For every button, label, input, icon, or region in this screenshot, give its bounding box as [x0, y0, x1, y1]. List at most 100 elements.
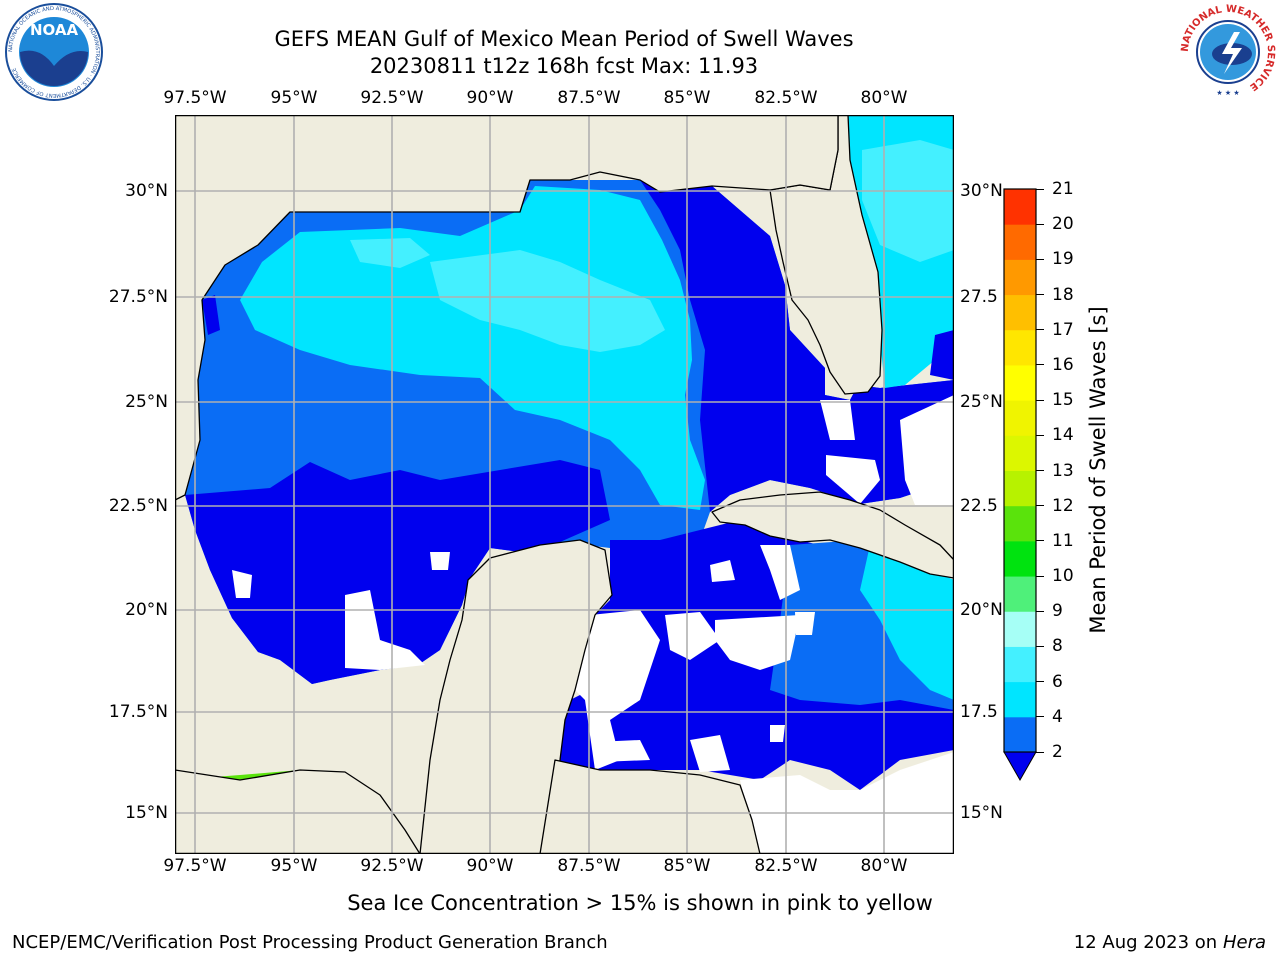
colorbar-segment — [1004, 540, 1036, 577]
colorbar-tick-mark — [1036, 575, 1044, 577]
coastline-north — [175, 115, 839, 501]
lon-tick-bottom: 87.5°W — [557, 856, 621, 876]
lat-tick-right: 15°N — [960, 803, 1003, 823]
colorbar-tick-mark — [1036, 716, 1044, 718]
colorbar-segment — [1004, 435, 1036, 471]
colorbar-tick-mark — [1036, 681, 1044, 683]
lon-tick-top: 87.5°W — [557, 88, 621, 108]
colorbar-tick-mark — [1036, 751, 1044, 753]
lat-tick-left: 15°N — [125, 803, 168, 823]
colorbar-under-triangle — [1003, 751, 1037, 782]
lon-tick-bottom: 95°W — [270, 856, 318, 876]
colorbar-tick-label: 11 — [1052, 530, 1074, 551]
colorbar-segment — [1004, 294, 1036, 331]
colorbar — [1003, 188, 1037, 782]
svg-text:★ ★ ★: ★ ★ ★ — [1216, 89, 1239, 97]
colorbar-tick-mark — [1036, 364, 1044, 366]
swell-period-map — [175, 115, 954, 854]
lon-tick-top: 82.5°W — [754, 88, 818, 108]
noaa-logo-text: NOAA — [30, 21, 79, 39]
colorbar-tick-label: 9 — [1052, 601, 1063, 622]
colorbar-segments — [1004, 189, 1036, 753]
colorbar-segment — [1004, 505, 1036, 542]
lat-tick-left: 30°N — [125, 181, 168, 201]
colorbar-tick-mark — [1036, 610, 1044, 612]
lon-tick-top: 97.5°W — [163, 88, 227, 108]
noaa-logo: NOAA NATIONAL OCEANIC AND ATMOSPHERIC AD… — [5, 3, 103, 101]
lat-tick-right: 22.5 — [960, 496, 998, 516]
lat-tick-right: 17.5 — [960, 702, 998, 722]
colorbar-tick-label: 10 — [1052, 566, 1074, 587]
sea-ice-note: Sea Ice Concentration > 15% is shown in … — [347, 891, 933, 915]
lon-tick-top: 95°W — [270, 88, 318, 108]
colorbar-segment — [1004, 329, 1036, 366]
lon-tick-bottom: 90°W — [466, 856, 514, 876]
colorbar-tick-label: 12 — [1052, 495, 1074, 516]
nws-logo: NATIONAL WEATHER SERVICE ★ ★ ★ — [1180, 4, 1276, 100]
land-masses — [175, 115, 954, 854]
colorbar-segment — [1004, 224, 1036, 260]
colorbar-tick-mark — [1036, 294, 1044, 296]
lat-tick-left: 17.5°N — [108, 702, 168, 722]
colorbar-segment — [1004, 470, 1036, 507]
date-stamp: 12 Aug 2023 on Hera — [1074, 932, 1266, 953]
lon-tick-bottom: 97.5°W — [163, 856, 227, 876]
atlantic-field-under-2s — [930, 330, 954, 380]
gulf-field-under-2s — [185, 460, 610, 684]
colorbar-tick-label: 14 — [1052, 425, 1074, 446]
lon-tick-top: 90°W — [466, 88, 514, 108]
lon-tick-top: 92.5°W — [360, 88, 424, 108]
colorbar-segment — [1004, 576, 1036, 612]
lon-tick-bottom: 85°W — [663, 856, 711, 876]
lat-tick-left: 27.5°N — [108, 287, 168, 307]
colorbar-tick-mark — [1036, 505, 1044, 507]
lon-tick-top: 85°W — [663, 88, 711, 108]
colorbar-label: Mean Period of Swell Waves [s] — [1086, 306, 1110, 634]
gulf-field-under-2s — [640, 180, 954, 512]
chart-subtitle: 20230811 t12z 168h fcst Max: 11.93 — [369, 54, 759, 78]
gulf-field-6-8s — [430, 250, 665, 352]
chart-title: GEFS MEAN Gulf of Mexico Mean Period of … — [274, 27, 854, 51]
graticule — [175, 115, 954, 854]
colorbar-tick-mark — [1036, 223, 1044, 225]
map-frame — [175, 115, 954, 854]
colorbar-tick-label: 8 — [1052, 636, 1063, 657]
colorbar-tick-label: 21 — [1052, 179, 1074, 199]
colorbar-segment — [1004, 189, 1036, 225]
colorbar-segment — [1004, 611, 1036, 647]
lon-tick-top: 80°W — [860, 88, 908, 108]
colorbar-tick-mark — [1036, 434, 1044, 436]
colorbar-tick-mark — [1036, 329, 1044, 331]
colorbar-segment — [1004, 400, 1036, 436]
lat-tick-left: 22.5°N — [108, 496, 168, 516]
gulf-field-under-2s — [202, 295, 220, 335]
colorbar-segment — [1004, 716, 1036, 753]
missing-data-patches — [232, 395, 954, 854]
colorbar-tick-label: 15 — [1052, 390, 1074, 411]
colorbar-segment — [1004, 259, 1036, 296]
colorbar-segment — [1004, 681, 1036, 718]
colorbar-tick-mark — [1036, 258, 1044, 260]
colorbar-tick-label: 18 — [1052, 284, 1074, 305]
lat-tick-left: 25°N — [125, 392, 168, 412]
colorbar-tick-mark — [1036, 188, 1044, 190]
colorbar-segment — [1004, 364, 1036, 401]
colorbar-tick-mark — [1036, 645, 1044, 647]
credit-text: NCEP/EMC/Verification Post Processing Pr… — [12, 932, 608, 953]
lat-tick-right: 27.5 — [960, 287, 998, 307]
colorbar-tick-mark — [1036, 470, 1044, 471]
atlantic-field-6-8s — [862, 140, 954, 262]
colorbar-tick-label: 6 — [1052, 671, 1063, 692]
colorbar-tick-label: 2 — [1052, 742, 1063, 762]
lon-tick-bottom: 82.5°W — [754, 856, 818, 876]
gulf-field-6-8s — [350, 238, 430, 268]
colorbar-tick-label: 13 — [1052, 460, 1074, 481]
colorbar-tick-label: 19 — [1052, 249, 1074, 270]
lat-tick-right: 25°N — [960, 392, 1003, 412]
colorbar-tick-label: 16 — [1052, 354, 1074, 375]
lat-tick-left: 20°N — [125, 600, 168, 620]
colorbar-tick-label: 20 — [1052, 214, 1074, 235]
lat-tick-right: 30°N — [960, 181, 1003, 201]
colorbar-tick-mark — [1036, 399, 1044, 401]
machine-name: Hera — [1222, 932, 1266, 953]
